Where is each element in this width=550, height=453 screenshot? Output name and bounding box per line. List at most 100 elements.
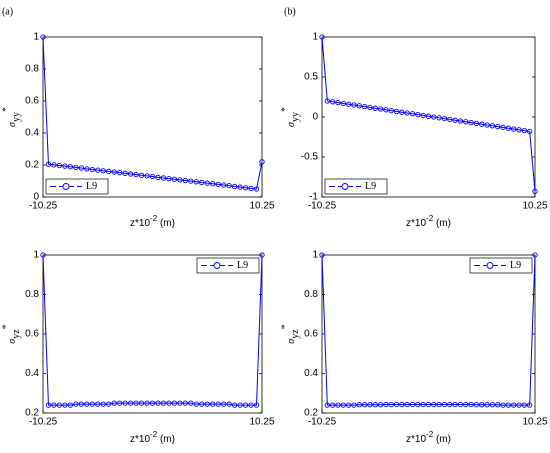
x-label-unit: (m) [160,218,175,229]
marker [122,400,128,406]
marker [516,402,522,408]
marker [479,121,485,127]
panel-label: (b) [284,6,296,17]
marker [100,401,106,407]
legend-label: L9 [86,181,97,192]
marker [452,401,458,408]
y-tick-label: 1 [312,32,318,43]
y-label-sub: yy [290,112,301,122]
y-tick-label: 0 [312,112,318,123]
marker [431,401,437,408]
y-axis-label: σyy* [280,107,301,127]
marker [248,185,254,192]
marker [45,402,52,408]
y-label-symbol: σ [7,338,18,344]
marker [193,179,199,185]
x-tick-label: 10.25 [249,201,274,212]
marker [383,107,389,113]
y-tick-label: 0.4 [25,128,39,139]
marker [372,105,378,111]
marker [56,402,63,408]
marker [345,101,352,107]
marker [324,98,330,104]
marker [505,125,512,131]
marker [420,401,426,408]
marker [473,120,480,127]
x-label-unit: (m) [436,434,451,445]
marker [361,103,368,110]
marker [447,401,453,408]
marker [527,402,533,408]
marker [117,400,123,406]
x-label-unit: (m) [436,218,451,229]
marker [447,116,453,123]
marker [242,402,249,408]
legend-label: L9 [510,260,521,271]
marker [399,109,405,115]
marker [388,401,394,408]
x-tick-label: 10.25 [522,417,547,428]
legend-marker [62,183,70,190]
marker [78,165,84,171]
marker [319,252,325,258]
marker [495,402,501,408]
legend: L9 [45,178,109,195]
marker [500,402,506,408]
y-tick-label: 0 [33,192,39,203]
x-axis-label: z*10-2 (m) [130,214,175,229]
marker [215,401,221,407]
y-tick-label: 0.2 [25,160,39,171]
marker [473,402,480,408]
marker [484,122,490,128]
marker [388,107,394,114]
marker [166,175,172,182]
subplot: 0.2 0.4 0.6 0.8 1 -10.25 10.25 z*10-2 (m) σyz* L9 [280,250,548,445]
marker [436,115,442,121]
marker [73,164,79,171]
x-label-sup: -2 [426,214,434,223]
marker [73,401,79,407]
marker [521,402,527,408]
y-tick-label: 1 [33,32,39,43]
legend-marker [213,262,221,269]
y-tick-label: 0.4 [304,368,318,379]
legend: L9 [324,178,388,195]
x-label-base: z*10 [406,218,426,229]
marker [425,401,432,408]
marker [324,402,330,408]
marker [182,400,189,406]
marker [532,252,538,258]
marker [468,401,474,408]
x-label-base: z*10 [130,218,150,229]
marker [484,402,490,408]
marker [171,400,178,406]
marker [106,401,112,407]
marker [361,402,368,408]
marker [372,402,378,408]
marker [367,104,373,111]
marker [100,168,106,174]
marker [111,400,117,406]
marker [40,34,46,40]
y-tick-label: 0.8 [304,289,318,300]
marker [221,401,227,407]
legend-label: L9 [365,181,376,192]
marker [511,126,517,132]
marker [495,123,501,130]
plot-area [42,254,263,414]
marker [231,402,238,408]
marker [89,166,95,173]
marker [335,99,341,106]
marker [117,170,123,176]
marker [329,402,336,408]
marker [452,117,458,123]
marker [404,401,410,408]
x-label-sup: -2 [426,430,434,439]
y-axis-label: σyz* [280,324,301,343]
marker [210,181,216,187]
x-axis-label: z*10-2 (m) [130,430,175,445]
marker [84,166,90,172]
y-label-sup: * [280,107,291,112]
marker [106,168,112,175]
